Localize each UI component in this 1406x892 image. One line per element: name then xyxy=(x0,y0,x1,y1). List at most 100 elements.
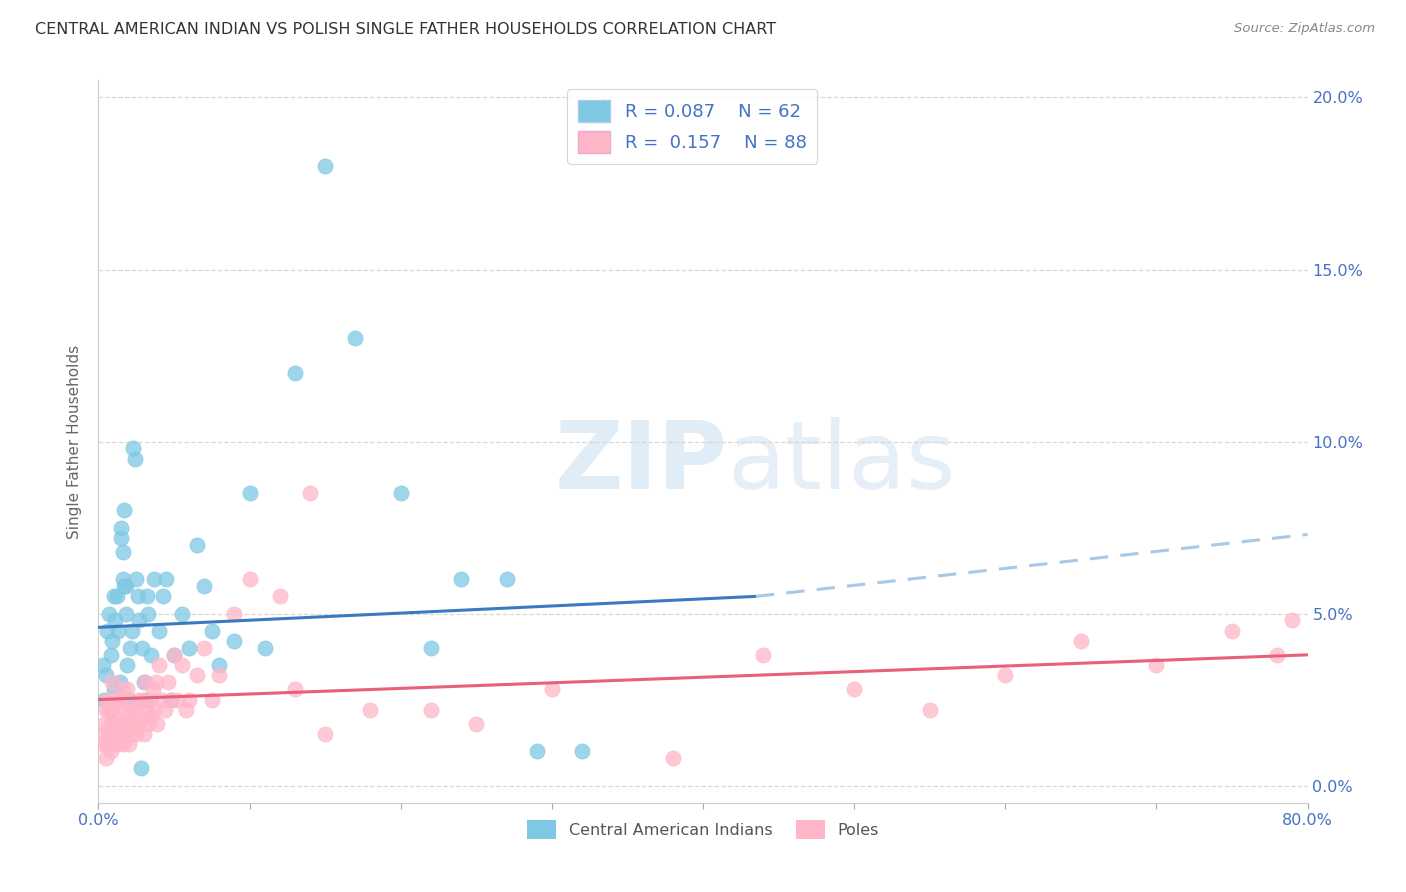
Point xyxy=(135,703,157,717)
Point xyxy=(128,716,150,731)
Text: ZIP: ZIP xyxy=(554,417,727,509)
Point xyxy=(114,579,136,593)
Point xyxy=(163,648,186,662)
Point xyxy=(100,692,122,706)
Point xyxy=(91,727,114,741)
Point xyxy=(389,486,412,500)
Point xyxy=(101,727,124,741)
Point xyxy=(101,692,124,706)
Point xyxy=(239,486,262,500)
Point xyxy=(1281,614,1303,628)
Point xyxy=(143,703,166,717)
Point xyxy=(170,607,193,621)
Point xyxy=(120,703,142,717)
Point xyxy=(148,658,170,673)
Point xyxy=(208,658,231,673)
Point xyxy=(129,761,152,775)
Point xyxy=(129,710,152,724)
Point xyxy=(121,624,143,638)
Point xyxy=(141,648,163,662)
Point xyxy=(420,703,443,717)
Point xyxy=(100,716,122,731)
Point xyxy=(1144,658,1167,673)
Point xyxy=(122,442,145,456)
Point xyxy=(107,692,129,706)
Point xyxy=(344,331,367,345)
Point xyxy=(128,614,150,628)
Point xyxy=(104,727,127,741)
Point xyxy=(90,737,112,751)
Point xyxy=(526,744,548,758)
Point xyxy=(105,692,128,706)
Point xyxy=(131,692,153,706)
Point xyxy=(193,640,215,655)
Point xyxy=(100,744,122,758)
Point xyxy=(101,634,124,648)
Point xyxy=(142,682,165,697)
Point xyxy=(201,624,224,638)
Point xyxy=(1267,648,1289,662)
Point xyxy=(994,668,1017,682)
Point xyxy=(118,737,141,751)
Point xyxy=(127,692,149,706)
Point xyxy=(752,648,775,662)
Point xyxy=(224,634,246,648)
Point xyxy=(163,648,186,662)
Point xyxy=(91,658,114,673)
Point xyxy=(132,727,155,741)
Point xyxy=(118,716,141,731)
Point xyxy=(121,727,143,741)
Point xyxy=(360,703,382,717)
Point xyxy=(127,590,149,604)
Point xyxy=(179,640,201,655)
Point xyxy=(98,607,121,621)
Point xyxy=(110,716,132,731)
Point xyxy=(174,703,197,717)
Point xyxy=(134,675,156,690)
Point xyxy=(114,703,136,717)
Point xyxy=(314,159,336,173)
Point xyxy=(166,692,188,706)
Point xyxy=(136,607,159,621)
Point xyxy=(110,520,132,534)
Point xyxy=(122,716,145,731)
Point xyxy=(134,692,156,706)
Point xyxy=(93,692,115,706)
Point xyxy=(124,451,146,466)
Point xyxy=(239,572,262,586)
Point xyxy=(98,727,121,741)
Point xyxy=(224,607,246,621)
Point xyxy=(94,751,117,765)
Point xyxy=(495,572,517,586)
Point xyxy=(93,716,115,731)
Point xyxy=(104,614,127,628)
Point xyxy=(145,675,167,690)
Point xyxy=(148,624,170,638)
Point xyxy=(253,640,276,655)
Text: CENTRAL AMERICAN INDIAN VS POLISH SINGLE FATHER HOUSEHOLDS CORRELATION CHART: CENTRAL AMERICAN INDIAN VS POLISH SINGLE… xyxy=(35,22,776,37)
Point xyxy=(107,624,129,638)
Point xyxy=(1070,634,1092,648)
Point xyxy=(108,675,131,690)
Point xyxy=(108,727,131,741)
Y-axis label: Single Father Households: Single Father Households xyxy=(67,344,83,539)
Point xyxy=(150,692,173,706)
Point xyxy=(105,590,128,604)
Point xyxy=(103,682,125,697)
Point xyxy=(844,682,866,697)
Point xyxy=(179,692,201,706)
Point xyxy=(103,737,125,751)
Point xyxy=(110,692,132,706)
Text: Source: ZipAtlas.com: Source: ZipAtlas.com xyxy=(1234,22,1375,36)
Point xyxy=(111,544,134,558)
Point xyxy=(110,531,132,545)
Point xyxy=(314,727,336,741)
Point xyxy=(96,624,118,638)
Point xyxy=(104,710,127,724)
Point xyxy=(112,716,135,731)
Point xyxy=(139,692,162,706)
Point xyxy=(141,710,163,724)
Point xyxy=(152,590,174,604)
Point xyxy=(153,703,176,717)
Point xyxy=(156,675,179,690)
